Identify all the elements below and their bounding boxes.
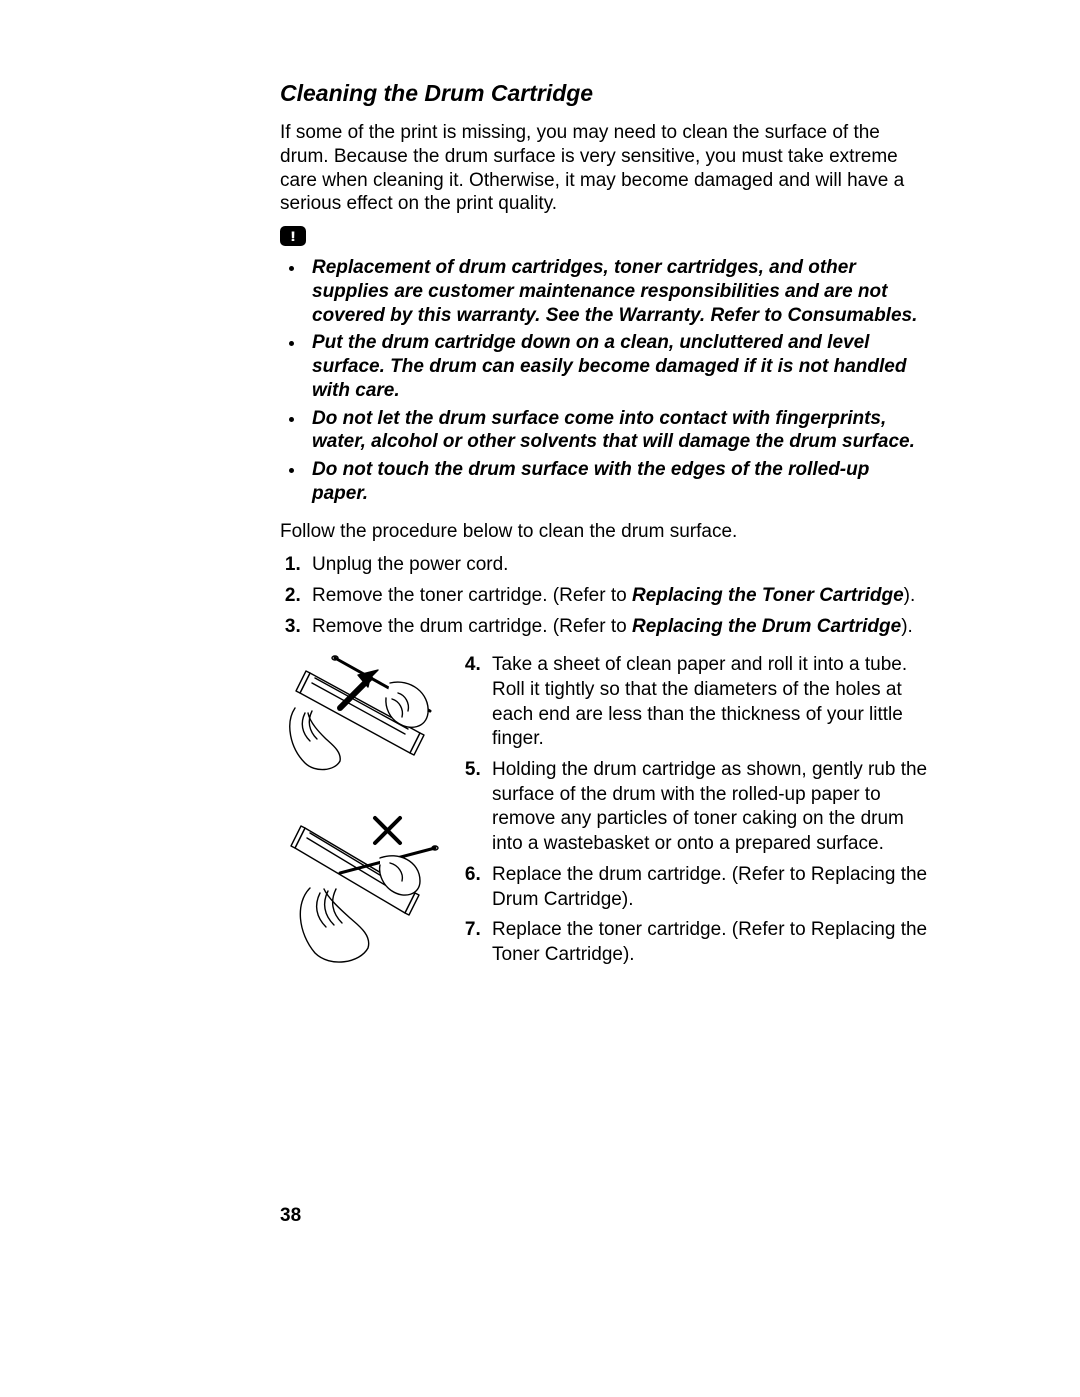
step-text: Remove the toner cartridge. (Refer to (312, 585, 632, 606)
figure-column (280, 653, 440, 983)
step-item: Remove the drum cartridge. (Refer to Rep… (306, 615, 930, 640)
document-page: Cleaning the Drum Cartridge If some of t… (0, 0, 1080, 1397)
step-item: Holding the drum cartridge as shown, gen… (486, 758, 930, 857)
step-item: Remove the toner cartridge. (Refer to Re… (306, 584, 930, 609)
step-text: Remove the drum cartridge. (Refer to (312, 616, 632, 637)
warning-list: Replacement of drum cartridges, toner ca… (280, 256, 930, 506)
warning-icon: !! (280, 226, 306, 246)
step-ref-emphasis: Replacing the Toner Cartridge (632, 585, 904, 606)
step-ref-emphasis: Replacing the Drum Cartridge (632, 616, 901, 637)
procedure-steps-top: Unplug the power cord. Remove the toner … (280, 553, 930, 639)
section-title: Cleaning the Drum Cartridge (280, 80, 930, 107)
procedure-intro: Follow the procedure below to clean the … (280, 520, 930, 544)
drum-cleaning-correct-figure (280, 653, 440, 803)
step-item: Unplug the power cord. (306, 553, 930, 578)
intro-paragraph: If some of the print is missing, you may… (280, 121, 930, 216)
page-number: 38 (280, 1205, 301, 1227)
step-item: Replace the toner cartridge. (Refer to R… (486, 918, 930, 967)
warning-item: Do not touch the drum surface with the e… (306, 458, 930, 506)
step-item: Take a sheet of clean paper and roll it … (486, 653, 930, 752)
warning-item: Put the drum cartridge down on a clean, … (306, 331, 930, 402)
procedure-steps-side: Take a sheet of clean paper and roll it … (460, 653, 930, 973)
warning-item: Do not let the drum surface come into co… (306, 407, 930, 455)
step-text: ). (901, 616, 913, 637)
warning-item: Replacement of drum cartridges, toner ca… (306, 256, 930, 327)
step-item: Replace the drum cartridge. (Refer to Re… (486, 863, 930, 912)
drum-cleaning-incorrect-figure (280, 813, 440, 973)
figure-step-row: Take a sheet of clean paper and roll it … (280, 653, 930, 987)
step-text: ). (904, 585, 916, 606)
